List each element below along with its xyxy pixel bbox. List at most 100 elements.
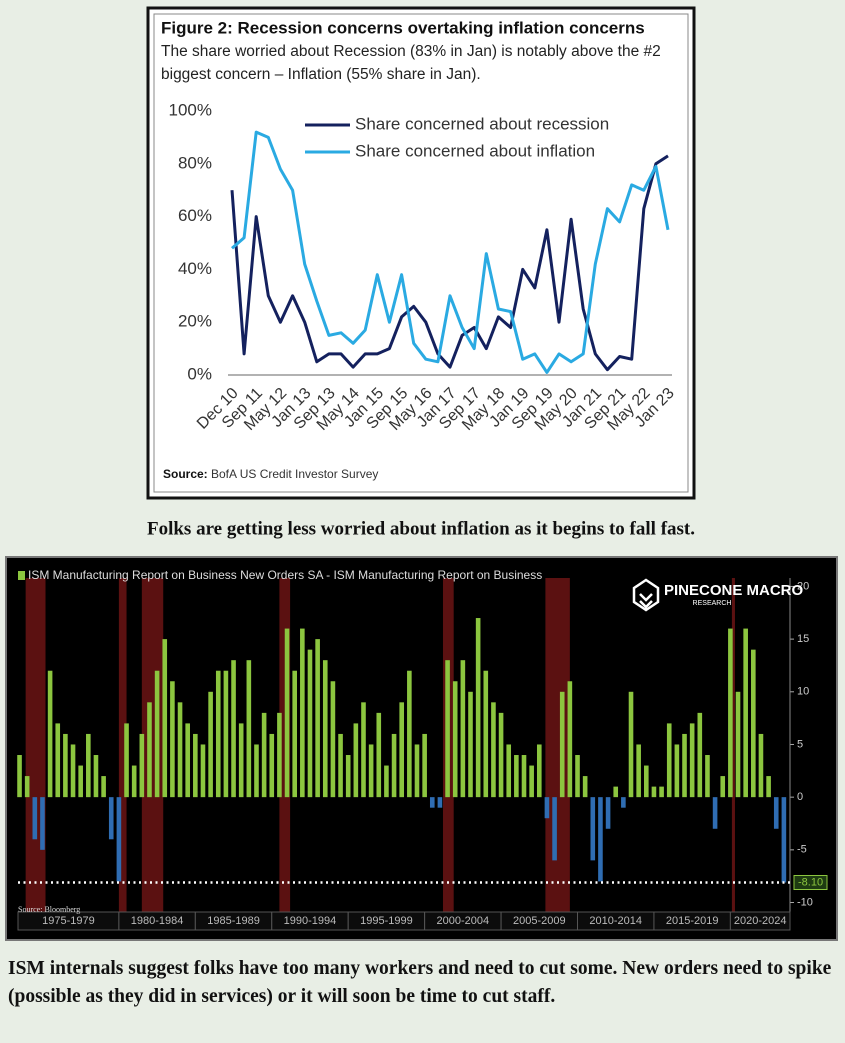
- y-tick-label: 100%: [169, 100, 212, 119]
- bar: [659, 786, 664, 798]
- bar: [170, 681, 175, 798]
- reference-label: -8.10: [798, 876, 823, 888]
- bar: [292, 670, 297, 798]
- bar: [185, 723, 190, 798]
- x-tick-label: 1975-1979: [42, 915, 95, 927]
- bar: [758, 733, 764, 798]
- legend-label: Share concerned about inflation: [355, 141, 595, 160]
- bar: [773, 797, 779, 829]
- x-tick-label: 2020-2024: [734, 915, 787, 927]
- bar: [70, 744, 76, 798]
- bar: [269, 733, 275, 798]
- recession-band: [141, 578, 164, 912]
- bar: [590, 797, 596, 861]
- y-tick-label: 0%: [187, 364, 212, 383]
- bar: [315, 639, 320, 798]
- bar: [208, 691, 213, 798]
- bar: [277, 712, 282, 798]
- y-tick-label: 20%: [178, 312, 212, 331]
- bar: [330, 681, 336, 798]
- y-tick-label: 10: [797, 686, 809, 698]
- x-tick-label: 1980-1984: [131, 915, 184, 927]
- bar: [483, 670, 489, 798]
- bar: [429, 797, 435, 808]
- bar: [460, 660, 466, 798]
- bar: [628, 691, 634, 798]
- bar: [506, 744, 512, 798]
- bar: [78, 765, 83, 798]
- bar: [575, 755, 580, 798]
- bar: [475, 618, 481, 798]
- bar: [720, 776, 726, 798]
- bar: [468, 691, 473, 798]
- recession-band: [545, 578, 570, 912]
- recession-band: [25, 578, 46, 912]
- bar: [17, 755, 22, 798]
- source-label: Source:: [163, 467, 208, 481]
- y-tick-label: 80%: [178, 153, 212, 172]
- bar: [63, 733, 68, 798]
- bar: [651, 786, 657, 798]
- bar: [231, 660, 236, 798]
- bar: [93, 755, 99, 798]
- bar: [384, 765, 389, 798]
- paragraph: ISM internals suggest folks have too man…: [8, 958, 832, 1007]
- bar: [322, 660, 328, 798]
- bar: [529, 765, 534, 798]
- legend-swatch: [18, 571, 25, 580]
- bar: [567, 681, 573, 798]
- bar: [644, 765, 649, 798]
- bar: [498, 712, 504, 798]
- bar: [735, 691, 741, 798]
- bar: [200, 744, 206, 798]
- y-tick-label: 0: [797, 791, 803, 803]
- logo-subtitle: RESEARCH: [693, 600, 732, 607]
- chart1-subtitle: The share worried about Recession (83% i…: [161, 43, 661, 60]
- bar: [521, 755, 527, 798]
- bar: [613, 786, 619, 798]
- x-bin: [729, 911, 791, 931]
- bar: [215, 670, 221, 798]
- chart1-title: Figure 2: Recession concerns overtaking …: [161, 18, 645, 37]
- legend-label: Share concerned about recession: [355, 114, 609, 133]
- bar: [766, 776, 771, 798]
- x-tick-label: 1995-1999: [360, 915, 413, 927]
- bar: [437, 797, 443, 808]
- bar: [682, 733, 687, 798]
- bar: [552, 797, 557, 861]
- source: BofA US Credit Investor Survey: [211, 467, 378, 481]
- bar: [743, 628, 748, 798]
- bar: [162, 639, 168, 798]
- bar: [345, 755, 351, 798]
- source: Source: Bloomberg: [18, 905, 80, 914]
- bar: [307, 649, 313, 798]
- bar: [674, 744, 680, 798]
- bar: [223, 670, 229, 798]
- y-tick-label: -5: [797, 844, 807, 856]
- bar: [338, 733, 343, 798]
- bar: [246, 660, 252, 798]
- bar: [193, 733, 198, 798]
- bar: [636, 744, 641, 798]
- bar: [40, 797, 45, 850]
- bar: [55, 723, 61, 798]
- x-tick-label: 2015-2019: [666, 915, 719, 927]
- bar: [116, 797, 122, 882]
- bar: [32, 797, 38, 840]
- bar: [491, 702, 496, 798]
- bar: [445, 660, 450, 798]
- bar: [544, 797, 550, 819]
- bar: [705, 755, 710, 798]
- reference-label-box: [793, 874, 828, 890]
- bar: [605, 797, 611, 829]
- bar: [154, 670, 160, 798]
- y-tick-label: 5: [797, 738, 803, 750]
- logo-title: PINECONE MACRO: [664, 582, 804, 599]
- bar: [254, 744, 259, 798]
- bar: [376, 712, 382, 798]
- y-tick-label: 15: [797, 633, 809, 645]
- recession-band: [731, 578, 735, 912]
